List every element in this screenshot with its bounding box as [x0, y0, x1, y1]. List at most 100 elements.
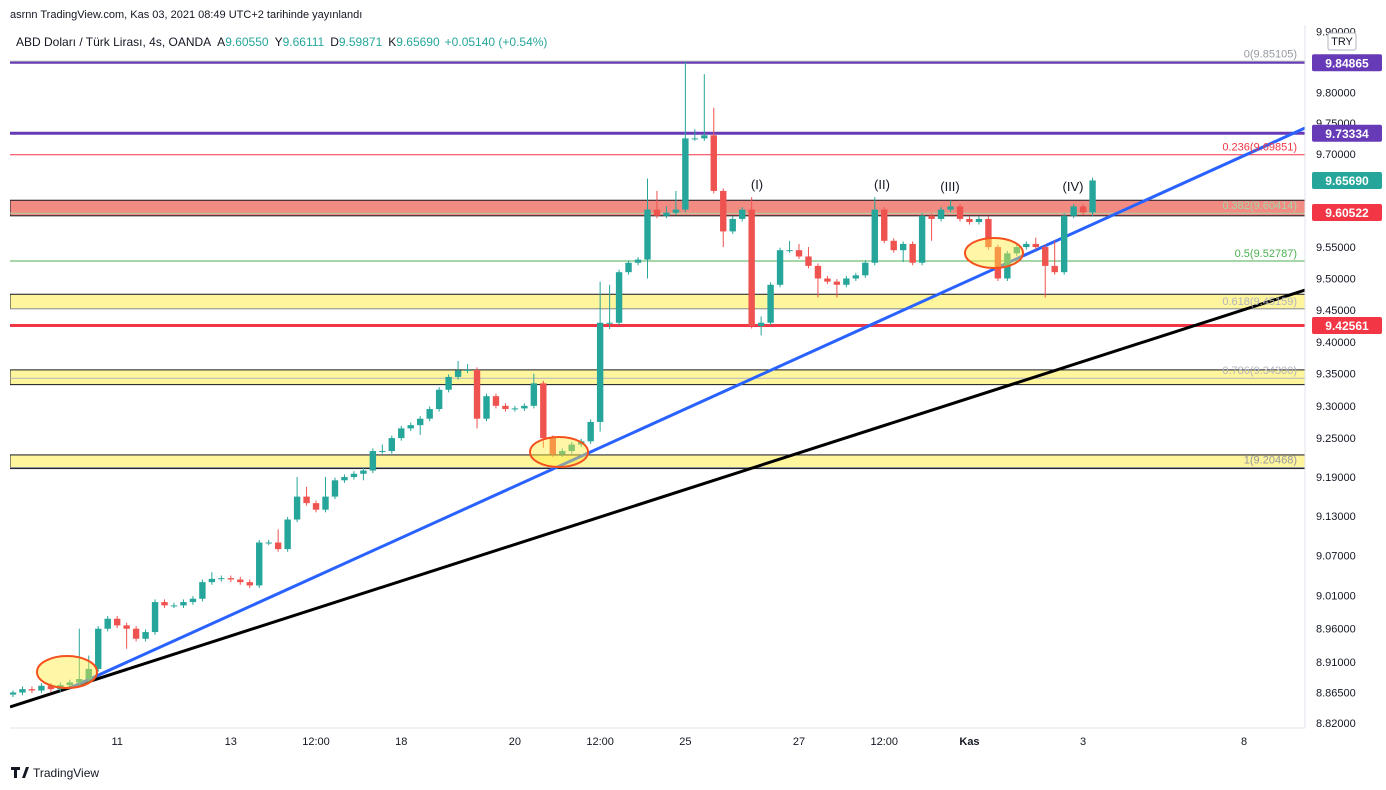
- candle-body: [596, 322, 604, 422]
- price-label-bg: [1312, 317, 1382, 335]
- candle-body: [985, 218, 992, 248]
- candle-body: [151, 602, 159, 633]
- candle-body: [38, 685, 45, 691]
- candle-body: [123, 625, 130, 629]
- price-label-bg: [1312, 171, 1382, 189]
- candle-body: [189, 598, 197, 603]
- candle-body: [85, 668, 92, 680]
- y-tick-label: 8.86500: [1316, 688, 1356, 700]
- wave-label: (I): [751, 177, 763, 192]
- ohlc-value: 9.60550: [225, 35, 269, 49]
- candle-body: [445, 376, 452, 390]
- price-label: 9.65690: [1325, 174, 1369, 188]
- y-tick-label: 9.35000: [1316, 369, 1356, 381]
- x-tick-label: Kas: [959, 736, 979, 748]
- ohlc-key: Y: [275, 35, 283, 49]
- candle-body: [161, 602, 168, 606]
- currency-box: [1327, 32, 1357, 51]
- highlight-ellipse: [36, 655, 98, 689]
- candle-body: [1013, 247, 1021, 254]
- price-label: 9.73334: [1325, 127, 1369, 141]
- y-tick-label: 9.19000: [1316, 472, 1356, 484]
- candle-body: [19, 689, 26, 693]
- candle-body: [928, 215, 935, 219]
- candle-body: [748, 209, 755, 326]
- x-tick-label: 12:00: [302, 736, 330, 748]
- trendline-blue: [69, 126, 1305, 690]
- y-tick-label: 9.25000: [1316, 433, 1356, 445]
- candle-body: [615, 272, 623, 323]
- fib-label: 0.382(9.60414): [1222, 200, 1297, 212]
- published-note: asrnn TradingView.com, Kas 03, 2021 08:4…: [10, 9, 362, 21]
- candle-body: [871, 209, 878, 263]
- candle-body: [132, 628, 140, 639]
- candle-body: [937, 209, 945, 219]
- x-tick-label: 18: [395, 736, 407, 748]
- zones: [10, 199, 1305, 470]
- candle-body: [644, 209, 651, 260]
- symbol: ABD Doları / Türk Lirası, 4s, OANDA: [16, 35, 211, 49]
- fib-label: 0.786(9.34300): [1222, 365, 1297, 377]
- x-tick-label: 8: [1241, 736, 1247, 748]
- candle-body: [1070, 206, 1077, 216]
- candle-body: [407, 425, 414, 429]
- candle-body: [76, 679, 83, 683]
- trendline-black: [10, 288, 1305, 709]
- candle-body: [701, 135, 708, 139]
- candle-body: [331, 480, 339, 497]
- candle-body: [218, 578, 225, 580]
- candle-body: [464, 369, 471, 371]
- candle-body: [559, 451, 566, 455]
- highlights: [36, 237, 1024, 689]
- x-tick-label: 12:00: [870, 736, 898, 748]
- candle-body: [729, 218, 736, 232]
- candle-body: [956, 206, 964, 219]
- candle-body: [322, 496, 329, 510]
- candle-body: [104, 618, 111, 629]
- candle-body: [398, 428, 405, 439]
- candle-body: [28, 689, 36, 691]
- candle-body: [634, 259, 642, 263]
- candle-body: [786, 250, 793, 252]
- symbol-legend: ABD Doları / Türk Lirası, 4s, OANDA A9.60…: [16, 35, 547, 49]
- candle-body: [1089, 180, 1096, 213]
- candle-body: [142, 632, 149, 639]
- candle-body: [208, 578, 216, 583]
- ohlc-value: 9.65690: [396, 35, 440, 49]
- candle-body: [975, 218, 983, 223]
- candle-body: [947, 206, 954, 210]
- candle-body: [303, 496, 310, 504]
- candle-body: [1051, 265, 1058, 273]
- y-tick-label: 9.40000: [1316, 337, 1356, 349]
- candle-body: [710, 135, 717, 191]
- candle-body: [862, 262, 869, 276]
- y-tick-label: 9.80000: [1316, 87, 1356, 99]
- x-tick-label: 25: [679, 736, 691, 748]
- candle-body: [568, 444, 575, 452]
- wave-label: (IV): [1063, 179, 1084, 194]
- candle-body: [95, 628, 102, 669]
- candle-body: [417, 418, 424, 426]
- candle-body: [843, 278, 850, 285]
- candle-body: [227, 578, 235, 580]
- y-tick-label: 9.45000: [1316, 305, 1356, 317]
- logo-mark: [11, 767, 29, 778]
- footer-logo: TradingView: [11, 766, 99, 780]
- candle-body: [663, 212, 670, 216]
- y-tick-label: 8.91000: [1316, 657, 1356, 669]
- price-label-bg: [1312, 204, 1382, 222]
- x-tick-label: 3: [1080, 736, 1086, 748]
- trendlines: [10, 126, 1305, 709]
- x-tick-label: 11: [111, 736, 122, 748]
- candle-body: [426, 409, 433, 419]
- brand: TradingView: [33, 766, 99, 780]
- y-tick-label: 8.96000: [1316, 624, 1356, 636]
- candle-body: [113, 618, 121, 626]
- fib-label: 0.618(9.45159): [1222, 296, 1297, 308]
- fib-label: 0(9.85105): [1244, 48, 1297, 60]
- candle-body: [521, 405, 528, 409]
- candle-body: [1060, 215, 1068, 273]
- candle-body: [881, 209, 888, 241]
